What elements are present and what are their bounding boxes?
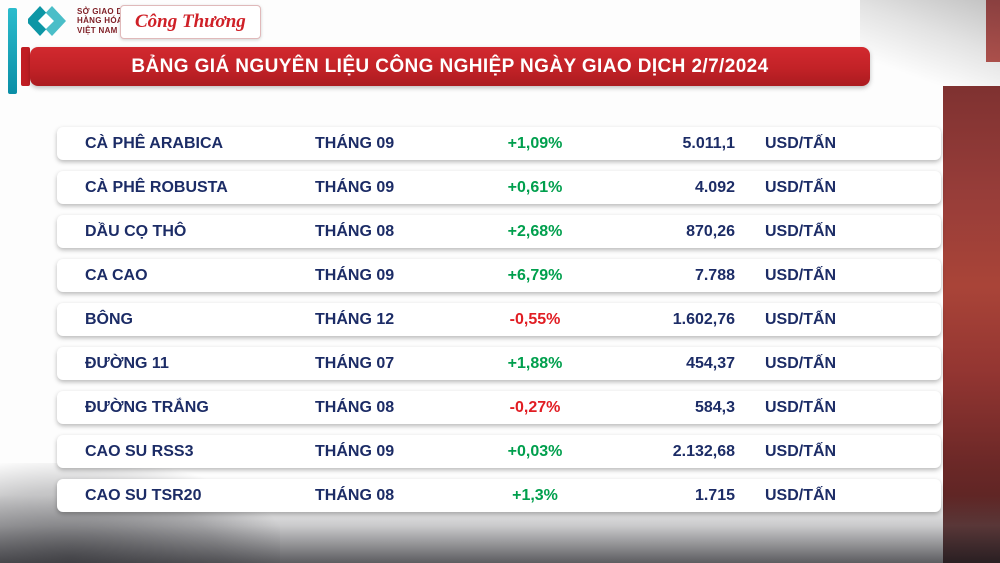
percent-change: +1,3% (512, 486, 558, 504)
price-table-body: CÀ PHÊ ARABICA THÁNG 09 +1,09% 5.011,1 U… (57, 127, 941, 512)
contract-month: THÁNG 08 (315, 486, 395, 504)
unit-label: USD/TẤN (765, 354, 837, 372)
percent-change: +2,68% (507, 222, 563, 240)
commodity-name: CA CAO (85, 266, 148, 284)
contract-month: THÁNG 09 (315, 442, 395, 460)
background-photo-right-strip (943, 86, 1000, 563)
table-row: CAO SU RSS3 THÁNG 09 +0,03% 2.132,68 USD… (57, 435, 941, 468)
percent-change: +1,09% (507, 134, 563, 152)
table-row: CÀ PHÊ ARABICA THÁNG 09 +1,09% 5.011,1 U… (57, 127, 941, 160)
background-photo-top-right (860, 0, 1000, 88)
commodity-name: CÀ PHÊ ARABICA (85, 134, 224, 152)
header: SỞ GIAO DỊCH HÀNG HÓA VIỆT NAM Công Thươ… (0, 0, 1000, 94)
table-row: CA CAO THÁNG 09 +6,79% 7.788 USD/TẤN (57, 259, 941, 292)
commodity-name: CAO SU TSR20 (85, 486, 202, 504)
contract-month: THÁNG 12 (315, 310, 395, 328)
decor-cyan-stripe (8, 8, 17, 94)
price-value: 454,37 (686, 354, 735, 372)
mxv-logo: SỞ GIAO DỊCH HÀNG HÓA VIỆT NAM (28, 4, 137, 38)
contract-month: THÁNG 07 (315, 354, 395, 372)
background-photo-corner (986, 0, 1000, 62)
price-value: 7.788 (694, 266, 735, 284)
mxv-logo-text: SỞ GIAO DỊCH HÀNG HÓA VIỆT NAM (77, 7, 137, 36)
mxv-logo-line3: VIỆT NAM (77, 25, 118, 35)
unit-label: USD/TẤN (765, 398, 837, 416)
percent-change: +6,79% (507, 266, 563, 284)
unit-label: USD/TẤN (765, 266, 837, 284)
unit-label: USD/TẤN (765, 222, 837, 240)
table-row: CÀ PHÊ ROBUSTA THÁNG 09 +0,61% 4.092 USD… (57, 171, 941, 204)
table-row: ĐƯỜNG TRẮNG THÁNG 08 -0,27% 584,3 USD/TẤ… (57, 391, 941, 424)
unit-label: USD/TẤN (765, 442, 837, 460)
percent-change: +0,61% (507, 178, 563, 196)
percent-change: +1,88% (507, 354, 563, 372)
commodity-name: BÔNG (85, 310, 133, 328)
price-value: 4.092 (694, 178, 735, 196)
commodity-name: CAO SU RSS3 (85, 442, 194, 460)
contract-month: THÁNG 09 (315, 134, 395, 152)
price-value: 1.715 (694, 486, 735, 504)
decor-red-stripe (21, 47, 30, 86)
price-value: 870,26 (686, 222, 735, 240)
cong-thuong-logo-text: Công Thương (135, 11, 246, 32)
page-title: BẢNG GIÁ NGUYÊN LIỆU CÔNG NGHIỆP NGÀY GI… (131, 55, 769, 77)
unit-label: USD/TẤN (765, 486, 837, 504)
unit-label: USD/TẤN (765, 310, 837, 328)
commodity-name: DẦU CỌ THÔ (85, 222, 187, 240)
title-banner: BẢNG GIÁ NGUYÊN LIỆU CÔNG NGHIỆP NGÀY GI… (30, 47, 870, 86)
unit-label: USD/TẤN (765, 134, 837, 152)
contract-month: THÁNG 09 (315, 178, 395, 196)
commodity-name: CÀ PHÊ ROBUSTA (85, 178, 228, 196)
price-value: 1.602,76 (672, 310, 735, 328)
price-value: 584,3 (694, 398, 735, 416)
contract-month: THÁNG 09 (315, 266, 395, 284)
mxv-logo-line2: HÀNG HÓA (77, 16, 123, 26)
contract-month: THÁNG 08 (315, 222, 395, 240)
percent-change: -0,55% (509, 310, 561, 328)
price-value: 2.132,68 (672, 442, 735, 460)
cong-thuong-logo: Công Thương (120, 5, 261, 39)
mxv-diamond-icon (28, 6, 66, 36)
table-row: ĐƯỜNG 11 THÁNG 07 +1,88% 454,37 USD/TẤN (57, 347, 941, 380)
commodity-name: ĐƯỜNG 11 (85, 354, 169, 372)
table-row: CAO SU TSR20 THÁNG 08 +1,3% 1.715 USD/TẤ… (57, 479, 941, 512)
mxv-logo-line1: SỞ GIAO DỊCH (77, 6, 138, 16)
table-row: BÔNG THÁNG 12 -0,55% 1.602,76 USD/TẤN (57, 303, 941, 336)
price-value: 5.011,1 (682, 134, 736, 152)
percent-change: -0,27% (509, 398, 561, 416)
unit-label: USD/TẤN (765, 178, 837, 196)
percent-change: +0,03% (507, 442, 563, 460)
commodity-name: ĐƯỜNG TRẮNG (85, 398, 209, 416)
contract-month: THÁNG 08 (315, 398, 395, 416)
table-row: DẦU CỌ THÔ THÁNG 08 +2,68% 870,26 USD/TẤ… (57, 215, 941, 248)
